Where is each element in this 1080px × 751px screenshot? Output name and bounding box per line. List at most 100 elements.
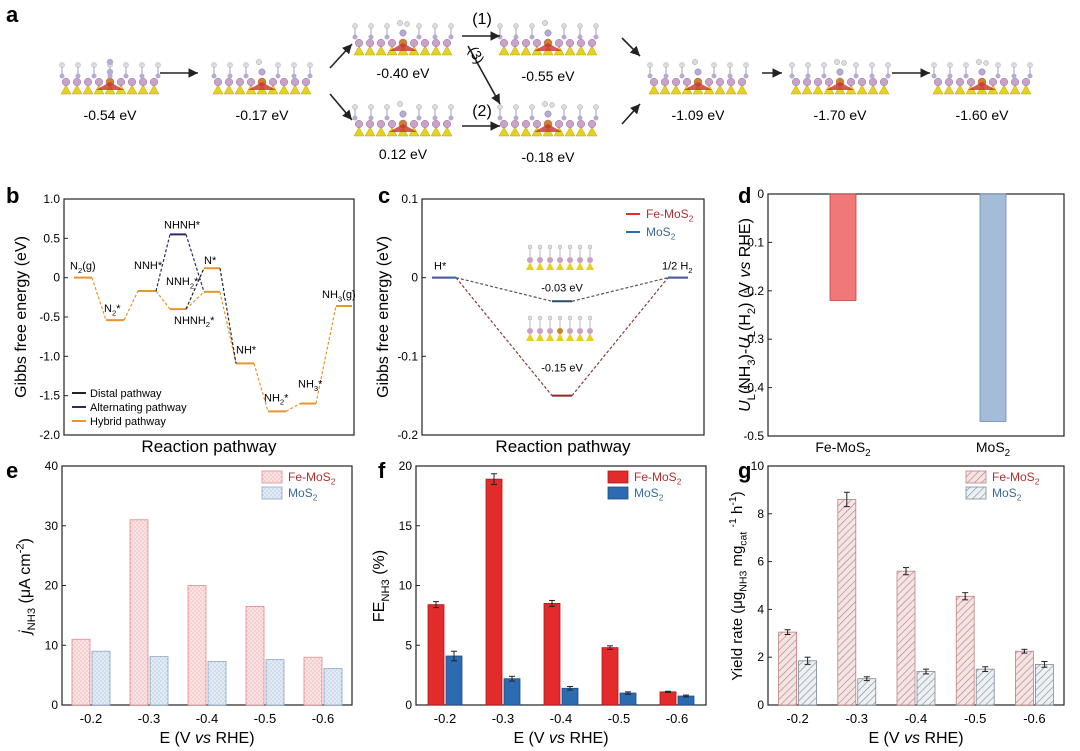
h-adsorbate (976, 59, 982, 65)
h-atom (75, 62, 81, 68)
h-atom (123, 62, 129, 68)
h-atom (497, 23, 503, 29)
bar-fe-mos2 (543, 603, 561, 706)
h-atom (547, 315, 553, 321)
y-axis-label: jNH3 (μA cm-2) (15, 538, 38, 636)
fe-mos2-annotation: -0.15 eV (541, 363, 583, 375)
end-label: 1/2 H2 (662, 261, 693, 275)
s-atom (856, 84, 868, 95)
h-atom (663, 62, 669, 68)
mo-atom (94, 77, 103, 86)
s-top-atom (123, 73, 129, 79)
mo-atom (127, 77, 136, 86)
metal-atom (557, 328, 563, 334)
x-tick-label: -0.3 (138, 711, 160, 726)
n-adsorbate (258, 68, 266, 76)
h-atom (448, 104, 454, 110)
h-atom (567, 315, 573, 321)
mo-atom (377, 39, 386, 48)
bar-mos2 (857, 678, 877, 706)
s-top-atom (963, 73, 969, 79)
mo-atom (880, 77, 889, 86)
mo-atom (945, 77, 954, 86)
s-top-atom (368, 34, 374, 40)
s-atom (430, 45, 442, 56)
metal-atom (527, 257, 533, 263)
h-atom (513, 23, 519, 29)
s-atom (278, 84, 290, 95)
mo-atom (555, 119, 564, 128)
y-tick-label: 20 (399, 459, 413, 473)
metal-atom (567, 257, 573, 263)
s-top-atom (853, 73, 859, 79)
species-label: NHNH2* (174, 315, 215, 329)
species-label: NH2* (264, 392, 289, 406)
s-top-atom (75, 73, 81, 79)
s-top-atom (743, 73, 749, 79)
mo-atom (500, 39, 509, 48)
s-top-atom (577, 34, 583, 40)
s-atom (659, 84, 671, 95)
s-top-atom (243, 73, 249, 79)
x-tick-label: -0.5 (608, 711, 630, 726)
mo-atom (738, 77, 747, 86)
h-atom (529, 104, 535, 110)
fe-s-bond (968, 82, 996, 90)
y-tick-label: -0.4 (743, 381, 764, 395)
h-atom (527, 315, 533, 321)
s-top-atom (384, 34, 390, 40)
panel-c-label: c (378, 183, 390, 208)
s-top-atom (139, 73, 145, 79)
h-atom (1011, 62, 1017, 68)
species-label: NH3* (298, 379, 323, 393)
legend-swatch (261, 470, 283, 484)
h-atom (587, 315, 593, 321)
y-tick-label: -1.0 (39, 349, 60, 363)
h-adsorbate (692, 59, 698, 65)
s-atom (714, 84, 726, 95)
h-atom (527, 244, 533, 250)
bar-fe-mos2 (187, 585, 207, 706)
mo-atom (967, 77, 976, 86)
slab-nhnh (497, 20, 599, 56)
y-tick-label: 0 (757, 698, 764, 712)
s-top-atom (593, 34, 599, 40)
x-tick-label: MoS2 (976, 439, 1010, 459)
s-top-atom (352, 34, 358, 40)
legend-label: Alternating pathway (90, 402, 187, 414)
h-atom (211, 62, 217, 68)
bar-mos2 (798, 660, 817, 706)
s-top-atom (995, 73, 1001, 79)
h-atom (352, 23, 358, 29)
panel-a-label: a (6, 2, 19, 27)
s-atom (586, 126, 598, 137)
s-atom (509, 126, 521, 137)
fe-s-bond (389, 43, 417, 51)
h-atom (805, 62, 811, 68)
mo-atom (650, 77, 659, 86)
s-top-atom (155, 73, 161, 79)
s-atom (566, 333, 574, 341)
h-atom (567, 244, 573, 250)
s-atom (725, 84, 737, 95)
reaction-arrows (160, 31, 930, 131)
mo-atom (555, 39, 564, 48)
s-top-atom (679, 73, 685, 79)
y-tick-label: 0.1 (401, 192, 418, 206)
s-atom (234, 84, 246, 95)
bar-fe-mos2 (601, 647, 619, 706)
legend-label: Fe-MoS2 (992, 470, 1040, 487)
h-atom (513, 104, 519, 110)
x-tick-label: -0.3 (492, 711, 514, 726)
s-atom (564, 126, 576, 137)
legend-swatch (965, 486, 987, 500)
h-adsorbate (542, 101, 548, 107)
panel-label: f (378, 458, 386, 483)
s-top-atom (727, 73, 733, 79)
s-top-atom (561, 115, 567, 121)
h-atom (1027, 62, 1033, 68)
bar-fe-mos2 (829, 193, 857, 301)
legend-label: MoS2 (288, 486, 318, 503)
h-atom (743, 62, 749, 68)
fe-s-bond (684, 82, 712, 90)
